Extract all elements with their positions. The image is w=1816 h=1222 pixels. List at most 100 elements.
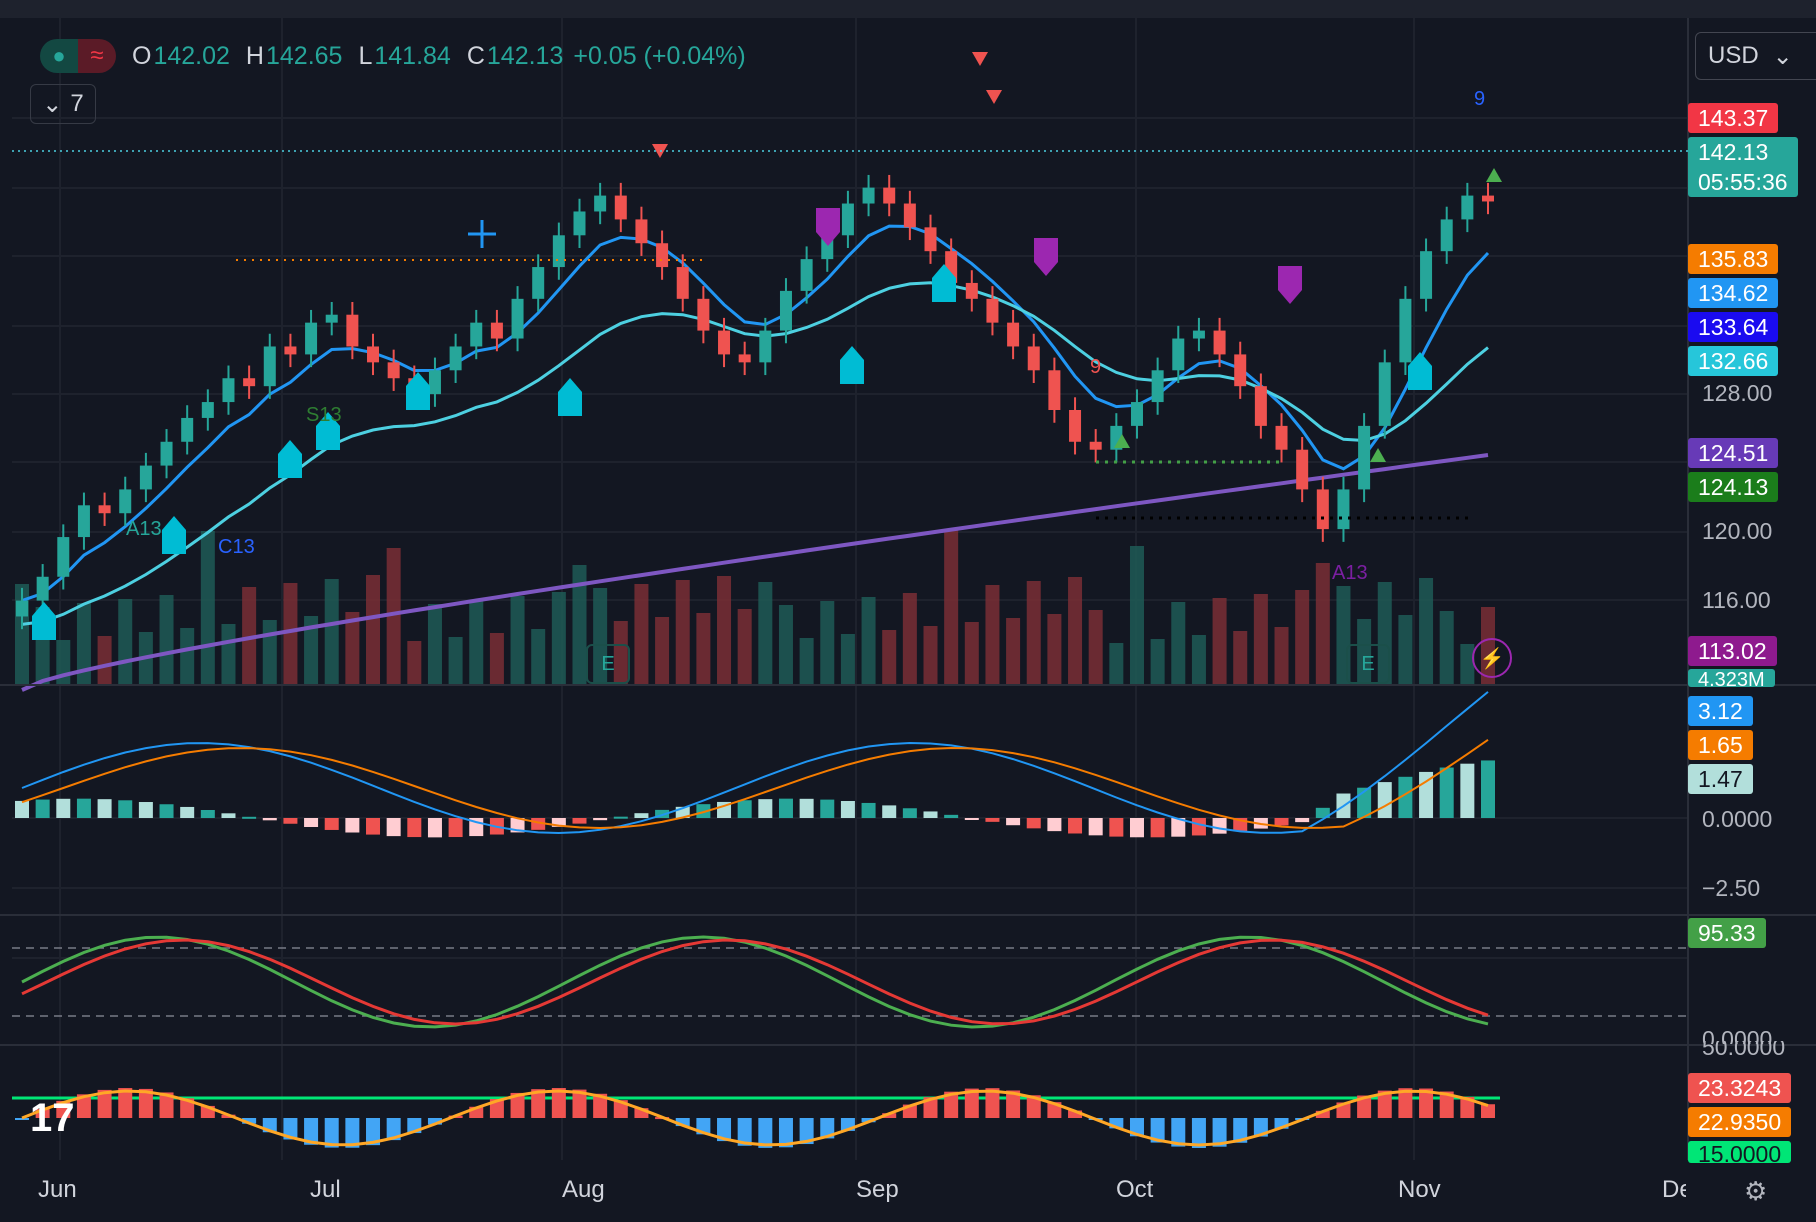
currency-select[interactable]: USD ⌄ <box>1695 32 1816 80</box>
volume-bar <box>902 593 917 684</box>
adx-histogram-bar <box>76 1094 91 1118</box>
adx-histogram-bar <box>366 1118 381 1146</box>
volume-bars <box>15 529 1495 684</box>
adx-histogram-bar <box>758 1118 773 1148</box>
candle <box>1007 322 1020 347</box>
adx-histogram-bar <box>283 1118 298 1140</box>
low-label: L <box>358 41 373 70</box>
macd-histogram-bar <box>1315 807 1330 818</box>
settings-icon[interactable]: ⚙ <box>1744 1176 1768 1206</box>
high-value: 142.65 <box>265 41 343 70</box>
volume-bar <box>944 529 959 684</box>
signal-triangle <box>986 90 1002 104</box>
adx-histogram-bar <box>345 1118 360 1148</box>
signal-tag: 1.65 <box>1688 730 1753 760</box>
volume-bar <box>304 616 319 684</box>
candle <box>1358 425 1371 490</box>
visibility-toggle[interactable]: ● ≈ <box>40 39 116 73</box>
adx-histogram-bar <box>180 1098 195 1118</box>
x-axis-label: Oct <box>1116 1176 1154 1203</box>
sell-badge <box>1278 266 1302 304</box>
candle <box>1151 370 1164 403</box>
macd-histogram-bar <box>1171 818 1186 837</box>
eye-icon[interactable]: ● <box>40 39 78 73</box>
candle <box>656 243 669 268</box>
indicators-collapse-button[interactable]: ⌄ 7 <box>30 84 96 124</box>
candle <box>779 290 792 331</box>
macd-histogram-bar <box>840 800 855 818</box>
open-value: 142.02 <box>153 41 230 70</box>
buy-badge <box>558 378 582 416</box>
tradingview-logo[interactable]: 17 <box>30 1096 75 1140</box>
adx-level-tag: 15.0000 <box>1688 1141 1792 1163</box>
candle <box>1027 346 1040 371</box>
change-value: +0.05 (+0.04%) <box>573 41 746 70</box>
adx-histogram-bar <box>1109 1118 1124 1129</box>
adx-histogram-bar <box>1068 1110 1083 1118</box>
volume-bar <box>758 582 773 684</box>
signal-line <box>21 738 1489 830</box>
stoch-k-line <box>21 935 1489 1029</box>
macd-histogram-bar <box>386 818 401 837</box>
volume-bar <box>489 633 504 684</box>
candle <box>1254 386 1267 426</box>
volume-bar <box>634 584 649 684</box>
volume-bar <box>76 603 91 684</box>
candle <box>387 362 400 379</box>
price-tag-ema-slow: 132.66 <box>1688 346 1779 376</box>
close-label: C <box>466 41 485 70</box>
buy-badge <box>840 346 864 384</box>
wave-icon[interactable]: ≈ <box>78 39 116 73</box>
adx-histogram-bar <box>778 1118 793 1148</box>
candle <box>428 370 441 395</box>
adx-histogram-bar <box>737 1118 752 1146</box>
chevron-down-icon: ⌄ <box>1772 42 1793 70</box>
macd-histogram-bar <box>1006 818 1021 826</box>
candle <box>1482 195 1494 202</box>
x-axis-label: Nov <box>1398 1176 1441 1203</box>
macd-histogram-bar <box>448 818 463 838</box>
count-label: 9 <box>1474 88 1486 110</box>
signal-label: S13 <box>306 404 342 426</box>
macd-histogram-bar <box>1439 767 1454 818</box>
candle <box>346 314 359 347</box>
price-tag-ma-long: 124.51 <box>1688 438 1779 468</box>
candle <box>594 195 607 212</box>
candle <box>841 203 854 236</box>
adx-histogram-bar <box>1026 1095 1041 1118</box>
volume-bar <box>1315 563 1330 684</box>
volume-bar <box>510 596 525 684</box>
sell-badge <box>816 208 840 246</box>
candle <box>1296 449 1309 490</box>
price-tag: 135.83 <box>1688 244 1779 274</box>
candles <box>16 174 1494 630</box>
volume-bar <box>407 641 422 684</box>
candle <box>1275 425 1288 450</box>
lightning-icon[interactable]: ⚡ <box>1472 638 1512 678</box>
volume-bar <box>531 629 546 684</box>
candle <box>1213 330 1226 355</box>
macd-histogram-bar <box>304 818 319 827</box>
close-value: 142.13 <box>486 41 564 70</box>
open-label: O <box>132 41 152 70</box>
candle <box>1130 402 1143 426</box>
adx-histogram-bar <box>1398 1088 1413 1118</box>
x-axis-label: Jun <box>38 1176 77 1203</box>
macd-histogram-bar <box>861 802 876 818</box>
earnings-marker[interactable]: E <box>1346 644 1390 684</box>
volume-bar <box>118 599 133 684</box>
x-axis-label: Sep <box>856 1176 899 1203</box>
adx-histogram-bar <box>634 1108 649 1118</box>
adx-histogram-bar <box>1419 1088 1434 1118</box>
earnings-marker[interactable]: E <box>586 644 630 684</box>
adx-histogram-bar <box>1481 1104 1495 1118</box>
macd-histogram-bar <box>200 809 215 818</box>
macd-axis-label: −2.50 <box>1702 875 1761 901</box>
macd-histogram-bar <box>242 816 257 819</box>
adx-histogram-bar <box>861 1118 876 1123</box>
candle <box>1337 489 1350 530</box>
adx-histogram-bar <box>531 1089 546 1118</box>
adx-histogram-bar <box>118 1088 133 1118</box>
adx-axis-label: 50.0000 <box>1702 1041 1786 1060</box>
